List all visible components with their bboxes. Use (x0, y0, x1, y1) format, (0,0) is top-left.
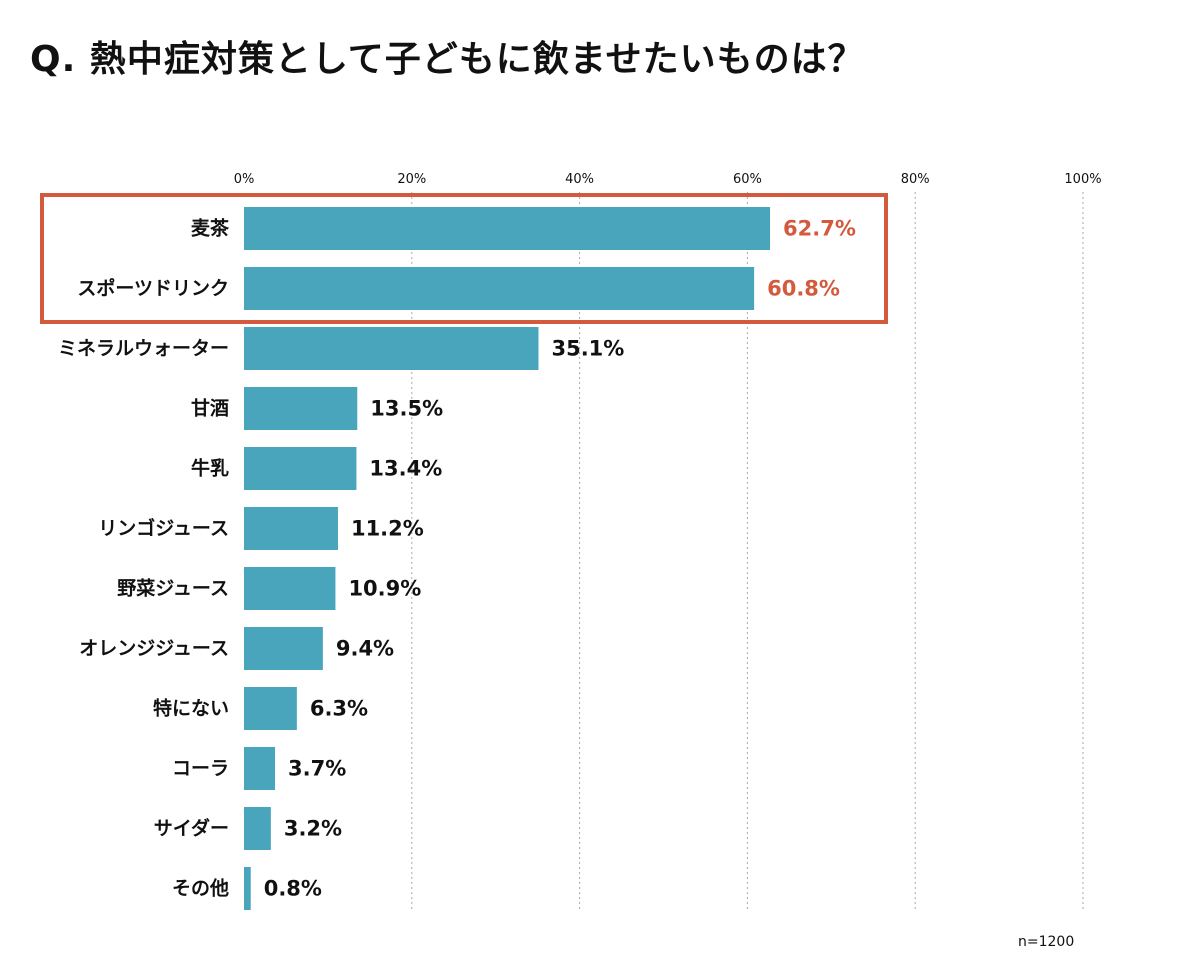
x-tick-label: 40% (565, 172, 594, 187)
category-label: 牛乳 (191, 457, 229, 480)
value-label: 60.8% (767, 277, 840, 301)
highlight-frame (40, 193, 888, 324)
value-label: 11.2% (351, 517, 424, 541)
bar (244, 807, 271, 850)
chart-title: Q. 熱中症対策として子どもに飲ませたいものは？ (30, 39, 865, 80)
value-label: 35.1% (551, 337, 624, 361)
value-label: 3.2% (284, 817, 342, 841)
x-tick-label: 60% (733, 172, 762, 187)
category-label: サイダー (154, 817, 229, 840)
category-label: 野菜ジュース (117, 577, 229, 600)
bar (244, 267, 755, 310)
value-label: 62.7% (783, 217, 856, 241)
bar (244, 867, 251, 910)
x-tick-label: 0% (234, 172, 255, 187)
bar (244, 567, 336, 610)
x-tick-label: 20% (397, 172, 426, 187)
category-label: 甘酒 (191, 398, 229, 420)
value-label: 0.8% (264, 877, 322, 901)
category-label: 特にない (153, 698, 229, 720)
bar (244, 207, 771, 250)
x-tick-label: 80% (901, 172, 930, 187)
value-label: 13.5% (370, 397, 443, 421)
value-label: 13.4% (369, 457, 442, 481)
category-label: オレンジジュース (79, 638, 229, 660)
bar (244, 687, 297, 730)
category-label: ミネラルウォーター (58, 338, 229, 360)
bar (244, 627, 323, 670)
category-label: リンゴジュース (98, 517, 229, 540)
bar (244, 447, 357, 490)
bar (244, 327, 539, 370)
bar (244, 747, 276, 790)
category-label: スポーツドリンク (77, 277, 229, 300)
category-label: コーラ (172, 758, 229, 780)
bar (244, 507, 338, 550)
value-label: 10.9% (348, 577, 421, 601)
bar (244, 387, 358, 430)
value-label: 6.3% (310, 697, 368, 721)
value-label: 3.7% (288, 757, 346, 781)
value-label: 9.4% (336, 637, 394, 661)
x-tick-label: 100% (1064, 172, 1101, 187)
category-label: 麦茶 (191, 217, 230, 240)
sample-size-note: n=1200 (1018, 934, 1075, 950)
category-label: その他 (172, 877, 229, 900)
